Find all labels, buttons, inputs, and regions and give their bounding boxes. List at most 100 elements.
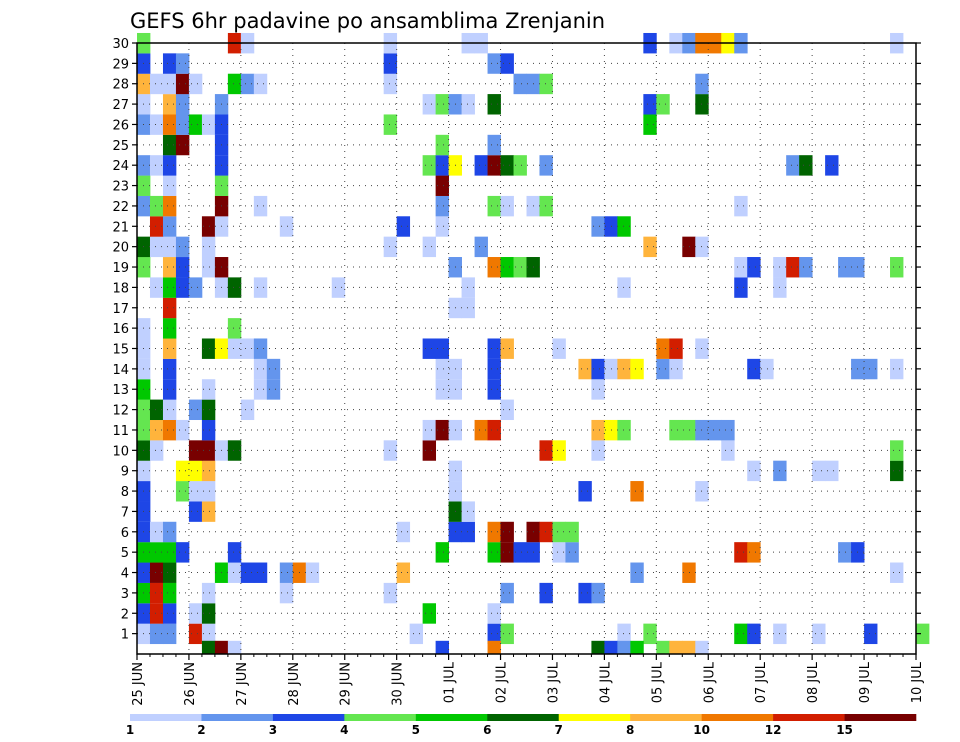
heatmap-cell bbox=[734, 195, 748, 217]
heatmap-cell bbox=[500, 338, 514, 359]
heatmap-cell bbox=[682, 640, 696, 654]
heatmap-cell bbox=[162, 521, 177, 543]
x-tick-label: 08 JUL bbox=[806, 661, 821, 703]
y-tick-label: 22 bbox=[112, 200, 129, 215]
heatmap-cell bbox=[188, 603, 203, 624]
colorbar-label: 3 bbox=[269, 723, 277, 737]
heatmap-cell bbox=[435, 358, 449, 380]
y-tick-label: 26 bbox=[112, 118, 129, 133]
y-tick-label: 16 bbox=[112, 322, 129, 337]
y-tick-label: 17 bbox=[112, 302, 129, 317]
heatmap-cell bbox=[890, 460, 904, 482]
heatmap-cell bbox=[916, 623, 930, 645]
heatmap-cell bbox=[162, 155, 177, 176]
colorbar-segment bbox=[272, 714, 345, 721]
colorbar-label: 7 bbox=[555, 723, 563, 737]
heatmap-cell bbox=[253, 562, 268, 583]
heatmap-cell bbox=[149, 277, 164, 298]
heatmap-cell bbox=[461, 297, 475, 319]
heatmap-cell bbox=[435, 94, 449, 115]
heatmap-cell bbox=[305, 562, 320, 583]
heatmap-cell bbox=[708, 419, 722, 441]
heatmap-cell bbox=[487, 195, 501, 217]
heatmap-cell bbox=[539, 521, 553, 543]
heatmap-cell bbox=[760, 358, 774, 380]
heatmap-cell bbox=[162, 195, 177, 217]
heatmap-cell bbox=[188, 399, 203, 421]
heatmap-cell bbox=[565, 542, 579, 563]
heatmap-cell bbox=[487, 603, 501, 624]
heatmap-cell bbox=[188, 440, 203, 461]
heatmap-cell bbox=[253, 379, 268, 400]
heatmap-cell bbox=[162, 562, 177, 583]
heatmap-cell bbox=[500, 542, 514, 563]
heatmap-cell bbox=[734, 623, 748, 645]
heatmap-cell bbox=[227, 277, 242, 298]
heatmap-cell bbox=[487, 379, 501, 400]
heatmap-cell bbox=[617, 216, 631, 237]
heatmap-cell bbox=[201, 399, 216, 421]
heatmap-cell bbox=[643, 623, 657, 645]
heatmap-cell bbox=[825, 155, 839, 176]
y-tick-label: 29 bbox=[112, 57, 129, 72]
heatmap-cell bbox=[474, 236, 488, 258]
heatmap-cell bbox=[552, 338, 566, 359]
heatmap-cell bbox=[643, 94, 657, 115]
heatmap-cell bbox=[695, 640, 709, 654]
heatmap-cell bbox=[890, 358, 904, 380]
heatmap-cell bbox=[201, 460, 216, 482]
heatmap-cell bbox=[149, 216, 164, 237]
heatmap-cell bbox=[838, 257, 852, 278]
heatmap-cell bbox=[162, 338, 177, 359]
heatmap-cell bbox=[149, 440, 164, 461]
heatmap-cell bbox=[617, 623, 631, 645]
heatmap-cell bbox=[227, 338, 242, 359]
heatmap-cell bbox=[201, 623, 216, 645]
heatmap-cell bbox=[227, 542, 242, 563]
heatmap-cell bbox=[253, 358, 268, 380]
heatmap-cell bbox=[149, 623, 164, 645]
colorbar-label: 1 bbox=[126, 723, 134, 737]
heatmap-cell bbox=[825, 460, 839, 482]
colorbar-segment bbox=[558, 714, 631, 721]
heatmap-cell bbox=[578, 481, 592, 502]
colorbar-label: 6 bbox=[483, 723, 491, 737]
heatmap-cell bbox=[227, 440, 242, 461]
heatmap-cell bbox=[747, 460, 761, 482]
heatmap-cell bbox=[591, 216, 605, 237]
y-tick-label: 8 bbox=[121, 485, 129, 500]
heatmap-cell bbox=[656, 338, 670, 359]
heatmap-cell bbox=[617, 419, 631, 441]
heatmap-cell bbox=[201, 114, 216, 135]
y-tick-label: 24 bbox=[112, 159, 129, 174]
heatmap-cell bbox=[162, 53, 177, 74]
heatmap-cells bbox=[137, 32, 930, 654]
heatmap-cell bbox=[149, 542, 164, 563]
y-tick-label: 15 bbox=[112, 343, 129, 358]
heatmap-cell bbox=[253, 277, 268, 298]
heatmap-cell bbox=[162, 297, 177, 319]
y-tick-label: 1 bbox=[121, 628, 129, 643]
heatmap-cell bbox=[435, 338, 449, 359]
heatmap-cell bbox=[500, 521, 514, 543]
heatmap-cell bbox=[513, 542, 527, 563]
heatmap-cell bbox=[747, 358, 761, 380]
y-tick-label: 28 bbox=[112, 78, 129, 93]
heatmap-cell bbox=[383, 73, 398, 95]
heatmap-cell bbox=[656, 640, 670, 654]
heatmap-cell bbox=[539, 582, 553, 604]
heatmap-cell bbox=[500, 53, 514, 74]
heatmap-cell bbox=[188, 623, 203, 645]
heatmap-cell bbox=[799, 155, 813, 176]
heatmap-cell bbox=[487, 257, 501, 278]
heatmap-cell bbox=[552, 542, 566, 563]
heatmap-cell bbox=[422, 419, 437, 441]
heatmap-cell bbox=[162, 419, 177, 441]
heatmap-cell bbox=[383, 53, 398, 74]
heatmap-cell bbox=[747, 623, 761, 645]
heatmap-cell bbox=[188, 277, 203, 298]
heatmap-cell bbox=[487, 542, 501, 563]
heatmap-cell bbox=[513, 155, 527, 176]
heatmap-cell bbox=[279, 562, 294, 583]
